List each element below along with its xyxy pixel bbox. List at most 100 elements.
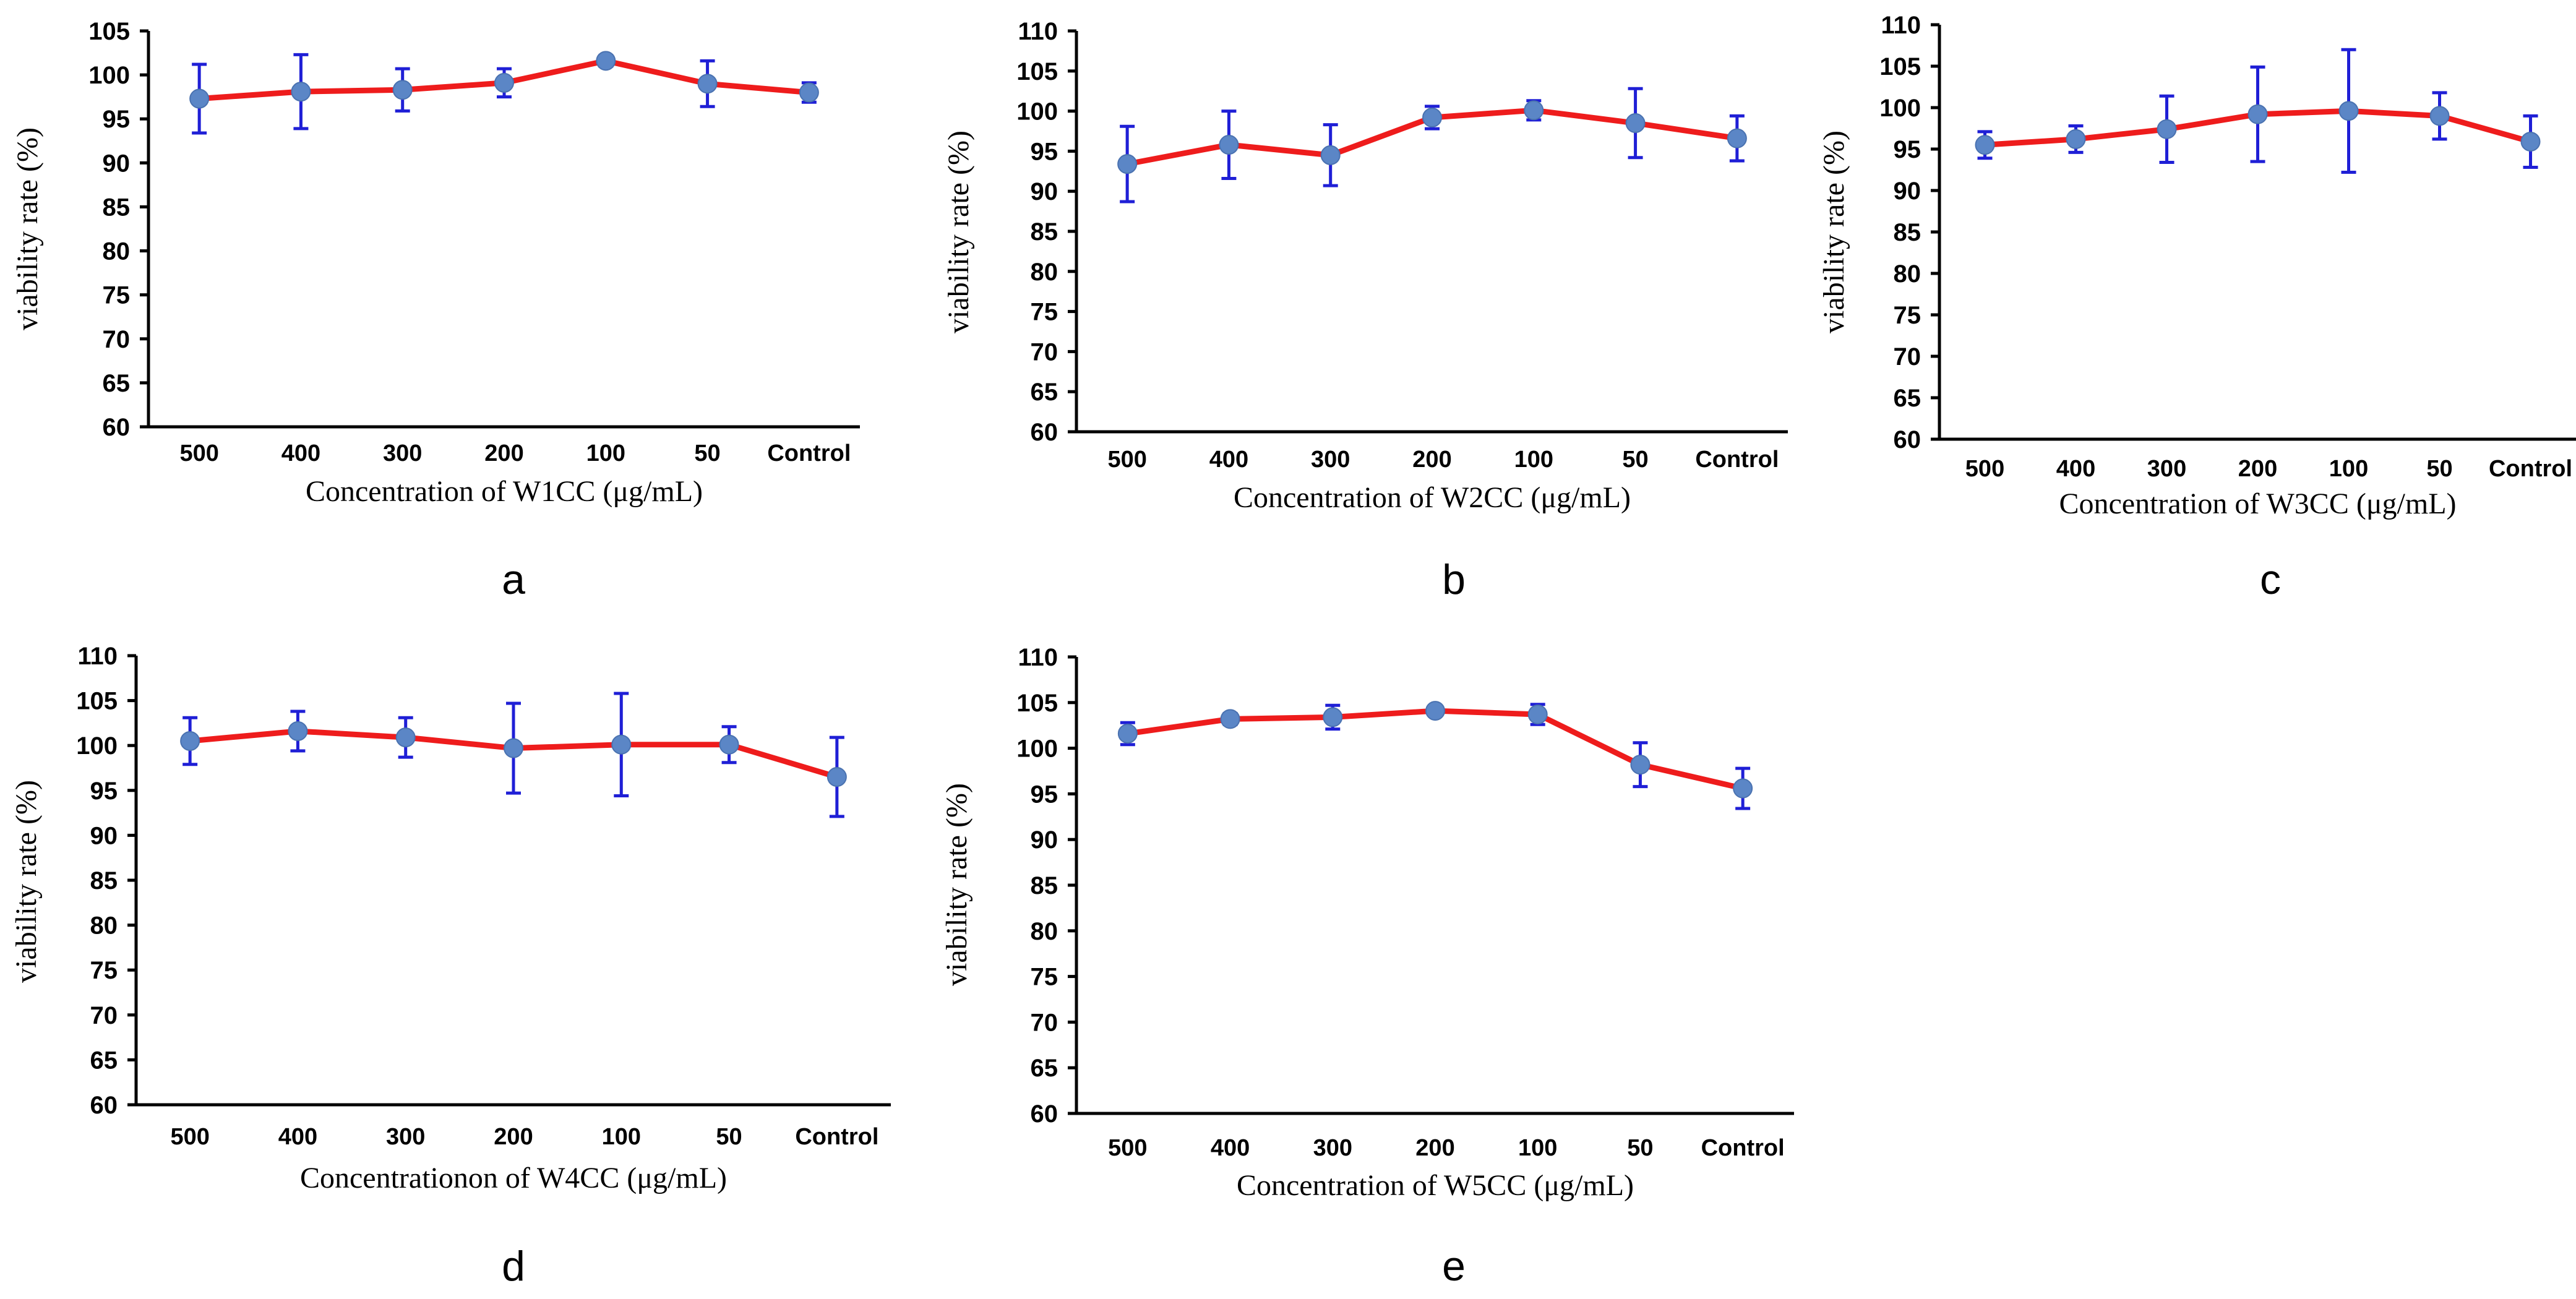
y-tick-label: 105 [76,688,118,715]
y-tick-label: 75 [1031,964,1058,991]
x-axis-title: Concentration of W1CC (μg/mL) [306,475,703,508]
x-tick-label: 100 [602,1124,641,1150]
data-point [611,734,632,755]
y-tick-label: 85 [1894,219,1921,246]
panel-letter: a [502,556,525,603]
data-point [2248,104,2268,124]
y-tick-label: 60 [1894,426,1921,453]
y-tick-label: 85 [90,867,118,894]
panel-letter: d [502,1243,525,1290]
data-point [1524,100,1544,121]
x-tick-label: Control [767,440,851,466]
x-tick-label: 200 [1412,447,1451,473]
y-tick-label: 65 [90,1047,118,1074]
panel-letter: c [2260,556,2281,603]
data-point [697,74,718,94]
series-line [1125,708,1746,792]
y-tick-label: 100 [88,62,130,89]
x-tick-label: 100 [1518,1135,1557,1161]
y-tick-label: 110 [1881,12,1921,39]
data-point [1422,107,1442,127]
data-point [1117,154,1138,174]
data-point [1975,135,1995,155]
chart-b-svg: 60 65 70 75 80 85 90 95 100 105 110 500 400 300 200 100… [942,18,1788,603]
chart-panel-d: 60 65 70 75 80 85 90 95 100 105 110 500 400 300 200 100… [0,637,891,1299]
y-tick-label: 110 [1018,18,1058,45]
y-tick-label: 110 [1018,644,1058,671]
x-tick-label: Control [1701,1135,1785,1161]
data-point [1727,128,1747,148]
y-tick-label: 85 [103,194,131,221]
y-tick-label: 105 [1879,53,1921,80]
y-tick-label: 80 [1031,259,1058,286]
data-point [291,82,311,102]
chart-a-svg: 60 65 70 75 80 85 90 95 100 105 500 400 300 200 100 50 C… [11,18,860,603]
y-tick-label: 60 [90,1092,118,1119]
chart-panel-e: 60 65 70 75 80 85 90 95 100 105 110 500 400 300 200 100… [928,637,1794,1299]
y-tick-label: 65 [103,370,131,397]
x-tick-label: 300 [386,1124,425,1150]
x-tick-label: 500 [1965,456,2004,482]
x-axis-title: Concentrationon of W4CC (μg/mL) [300,1162,727,1194]
y-tick-label: 65 [1031,379,1058,406]
y-tick-label: 70 [90,1002,118,1029]
y-tick-label: 90 [103,150,131,177]
x-tick-label: 500 [1107,447,1146,473]
x-tick-label: 400 [281,440,320,466]
x-tick-label: Control [2489,456,2572,482]
data-point [799,82,819,103]
y-tick-label: 110 [77,643,118,670]
x-tick-label: 200 [494,1124,533,1150]
data-point [2338,101,2359,121]
y-axis-title: viability rate (%) [940,783,973,986]
y-tick-label: 90 [1894,178,1921,205]
x-tick-label: 50 [694,440,720,466]
data-point [2429,106,2450,126]
y-tick-label: 70 [1031,1009,1058,1036]
y-tick-label: 65 [1031,1055,1058,1082]
x-tick-label: 100 [1514,447,1553,473]
data-point [596,51,616,71]
data-point [2157,119,2177,139]
x-tick-label: 400 [1211,1135,1250,1161]
x-tick-label: 50 [1622,447,1648,473]
data-point [395,727,416,748]
x-axis-title: Concentration of W2CC (μg/mL) [1234,481,1631,514]
y-tick-label: 80 [90,912,118,940]
x-tick-label: 300 [1313,1135,1352,1161]
y-axis-title: viability rate (%) [11,127,44,330]
y-tick-label: 60 [103,414,131,441]
data-point [392,80,413,100]
y-tick-label: 105 [1016,58,1058,85]
data-point [494,72,514,93]
y-tick-label: 75 [1894,302,1921,329]
chart-panel-b: 60 65 70 75 80 85 90 95 100 105 110 500 400 300 200 100… [928,0,1788,619]
data-point [1219,135,1239,155]
data-point [1527,704,1548,724]
x-tick-label: Control [1695,447,1779,473]
y-tick-label: 60 [1031,1100,1058,1128]
data-point [189,88,210,109]
y-tick-label: 95 [90,778,118,805]
y-tick-label: 105 [88,18,130,45]
y-tick-label: 75 [103,282,131,309]
x-tick-label: 500 [1108,1135,1147,1161]
y-tick-label: 105 [1016,690,1058,717]
x-axis-title: Concentration of W5CC (μg/mL) [1237,1169,1634,1202]
x-tick-label: 200 [484,440,523,466]
y-tick-label: 85 [1031,872,1058,899]
x-tick-label: 400 [1209,447,1248,473]
data-point [1630,755,1651,775]
y-axis-title: viability rate (%) [1818,131,1850,333]
y-tick-label: 95 [1031,138,1058,165]
data-point [180,731,200,751]
x-tick-label: 300 [2147,456,2186,482]
y-tick-label: 95 [1894,136,1921,163]
y-tick-label: 95 [103,106,131,133]
data-point [1733,778,1753,799]
x-tick-label: 300 [383,440,422,466]
y-tick-label: 90 [90,822,118,849]
data-point [1323,707,1343,727]
y-tick-label: 100 [1016,98,1058,126]
panel-letter: b [1442,556,1466,603]
